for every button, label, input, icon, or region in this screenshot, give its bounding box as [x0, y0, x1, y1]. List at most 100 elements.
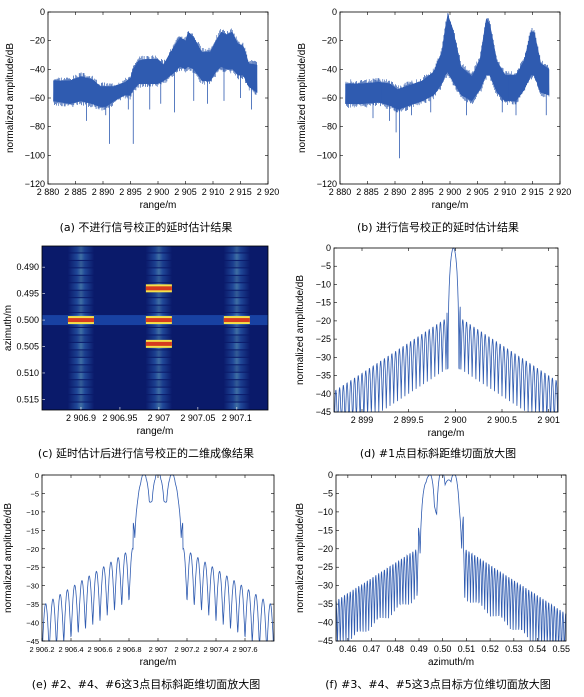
series	[345, 13, 550, 159]
y-tick-label: −45	[316, 407, 331, 417]
y-tick-label: −15	[318, 525, 333, 535]
amplitude-trace	[345, 13, 550, 113]
y-tick-label: 0.495	[16, 289, 39, 299]
x-tick-label: 0.55	[552, 644, 570, 654]
x-tick-label: 2 907.6	[232, 645, 257, 654]
y-tick-label: −40	[316, 389, 331, 399]
heatmap-cell	[223, 260, 250, 268]
y-axis-label: normalized amplitude/dB	[3, 503, 14, 613]
x-tick-label: 0.50	[434, 644, 452, 654]
heatmap-cell	[223, 335, 250, 342]
x-tick-label: 2 906.95	[102, 413, 137, 423]
heatmap-cell	[223, 372, 250, 380]
x-tick-label: 2 885	[356, 187, 379, 197]
heatmap-cell	[67, 275, 94, 283]
series	[334, 247, 559, 413]
heatmap-cell	[223, 357, 250, 365]
x-tick-label: 0.54	[529, 644, 547, 654]
heatmap-cell	[223, 402, 250, 409]
y-tick-label: −35	[26, 600, 39, 609]
x-tick-label: 2 885	[64, 187, 87, 197]
y-tick-label: −35	[318, 599, 333, 609]
x-axis-label: range/m	[428, 428, 465, 439]
x-tick-label: 2 906.8	[116, 645, 141, 654]
plot-frame	[41, 474, 275, 642]
y-tick-label: −20	[318, 544, 333, 554]
x-tick-label: 0.53	[505, 644, 523, 654]
amplitude-curve	[42, 474, 274, 642]
caption-c: (c) 延时估计后进行信号校正的二维成像结果	[37, 447, 255, 460]
heatmap-cell	[67, 328, 94, 335]
heatmap-cell	[67, 357, 94, 365]
heatmap-cell	[145, 290, 172, 298]
y-tick-label: −40	[30, 64, 45, 74]
y-tick-label: 0	[35, 471, 39, 480]
heatmap-cell	[145, 395, 172, 402]
y-tick-label: −15	[26, 526, 39, 535]
y-axis-label: normalized amplitude/dB	[295, 503, 306, 613]
heatmap-cell	[145, 328, 172, 335]
x-tick-label: 2 900.5	[487, 415, 517, 425]
heatmap-cell	[145, 246, 172, 253]
x-tick-label: 2 920	[549, 187, 572, 197]
heatmap-cell	[223, 395, 250, 402]
heatmap-cell	[145, 402, 172, 409]
y-tick-label: −5	[323, 488, 333, 498]
y-tick-label: −20	[322, 36, 337, 46]
x-tick-label: 2 906.2	[29, 645, 54, 654]
x-tick-label: 2 895	[119, 187, 142, 197]
caption-e: (e) #2、#4、#6这3点目标斜距维切面放大图	[31, 678, 261, 691]
heatmap-cell	[223, 305, 250, 313]
heatmap-cell	[223, 283, 250, 290]
y-tick-label: 0	[326, 243, 331, 253]
x-tick-label: 2 899.5	[394, 415, 424, 425]
caption-b: (b) 进行信号校正的延时估计结果	[356, 221, 520, 234]
axes: 2 906.2 2 906.4 2 906.6 2 906.8 2 907 2 907.2…	[3, 471, 274, 668]
y-axis-label: normalized amplitude/dB	[295, 275, 306, 385]
y-tick-label: −80	[322, 122, 337, 132]
heatmap-cell	[67, 305, 94, 313]
panel-d: 2 899 2 899.5 2 900 2 900.5 2 901 0 −5 −10 −15 −2…	[292, 240, 584, 465]
panel-b: 2 880 2 885 2 890 2 895 2 900 2 905 2 910 2 915…	[292, 0, 584, 240]
heatmap-cell	[67, 283, 94, 290]
heatmap-cell	[145, 305, 172, 313]
heatmap-cell	[223, 365, 250, 372]
heatmap-cell	[223, 350, 250, 357]
series	[335, 474, 567, 642]
x-tick-label: 2 899	[351, 415, 374, 425]
heatmap-cell	[145, 380, 172, 387]
x-tick-label: 2 910	[494, 187, 517, 197]
x-tick-label: 2 905	[174, 187, 197, 197]
y-tick-label: −80	[30, 122, 45, 132]
x-tick-label: 2 900	[439, 187, 462, 197]
x-tick-label: 2 907	[148, 413, 171, 423]
heatmap-cell	[223, 246, 250, 253]
y-tick-label: −40	[322, 64, 337, 74]
x-tick-label: 2 895	[411, 187, 434, 197]
x-axis-label: range/m	[432, 200, 469, 211]
target-point	[145, 341, 172, 346]
x-tick-label: 2 920	[257, 187, 280, 197]
y-tick-label: −10	[318, 507, 333, 517]
x-tick-label: 2 906.4	[58, 645, 83, 654]
heatmap-cell	[67, 260, 94, 268]
heatmap-cell	[67, 395, 94, 402]
y-tick-label: −120	[25, 179, 45, 189]
y-tick-label: −60	[322, 93, 337, 103]
x-tick-label: 2 907.2	[174, 645, 199, 654]
x-axis-label: azimuth/m	[428, 657, 474, 668]
heatmap-cell	[145, 260, 172, 268]
target-point	[67, 318, 94, 323]
y-tick-label: −20	[316, 316, 331, 326]
amplitude-trace	[53, 28, 258, 111]
heatmap-cell	[223, 298, 250, 305]
y-tick-label: 0.490	[16, 262, 39, 272]
chart-e: 2 906.2 2 906.4 2 906.6 2 906.8 2 907 2 907.2…	[3, 471, 275, 668]
panel-a: 2 880 2 885 2 890 2 895 2 900 2 905 2 910 2 915…	[0, 0, 292, 240]
axes: 0.46 0.47 0.48 0.49 0.50 0.51 0.52 0.53 0.54 0.55…	[295, 470, 570, 668]
heatmap-cell	[145, 387, 172, 395]
axes: 2 906.9 2 906.95 2 907 2 907.05 2 907.1 0.490…	[3, 262, 252, 437]
heatmap-cell	[67, 350, 94, 357]
chart-a: 2 880 2 885 2 890 2 895 2 900 2 905 2 910 2 915…	[5, 7, 280, 211]
x-tick-label: 2 906.6	[87, 645, 112, 654]
